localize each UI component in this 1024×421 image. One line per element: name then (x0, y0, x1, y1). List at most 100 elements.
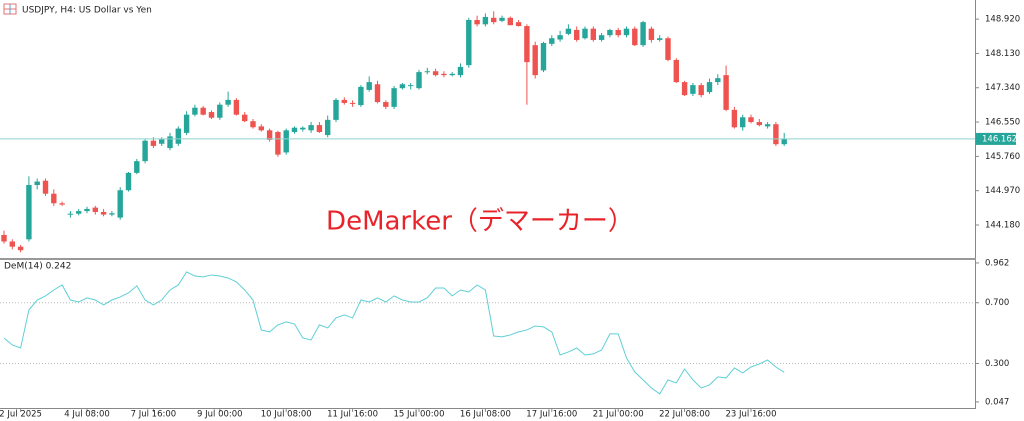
x-tick-label: 9 Jul 00:00 (197, 410, 243, 420)
candle-body (698, 85, 704, 96)
x-tick-label: 23 Jul 16:00 (726, 410, 777, 420)
candle-body (632, 28, 638, 46)
candle-body (34, 181, 40, 186)
y-tick-label: 144.970 (985, 186, 1020, 196)
candle-body (408, 85, 414, 87)
candle-body (574, 29, 580, 40)
candle-body (374, 84, 381, 103)
current-price-label: 146.162 (982, 134, 1017, 144)
candle-body (117, 190, 123, 218)
current-price-tag (976, 132, 1016, 145)
candle-body (92, 207, 98, 212)
candle-body (333, 99, 339, 120)
y-tick-label: 0.700 (985, 298, 1009, 308)
x-tick-label: 10 Jul 08:00 (261, 410, 312, 420)
candle-body (657, 38, 663, 40)
candle-body (740, 117, 746, 128)
y-tick-label: 0.962 (985, 258, 1009, 268)
candle-body (59, 203, 65, 205)
candle-body (524, 26, 530, 63)
x-tick-label: 17 Jul 16:00 (526, 410, 577, 420)
candle-body (109, 213, 115, 215)
candle-body (731, 109, 738, 128)
y-tick-label: 0.300 (985, 359, 1009, 369)
candle-body (781, 138, 787, 145)
x-tick-label: 4 Jul 08:00 (64, 410, 110, 420)
candle-body (615, 29, 621, 36)
candle-body (316, 125, 323, 133)
x-tick-label: 7 Jul 16:00 (131, 410, 177, 420)
candle-body (416, 72, 422, 89)
candle-body (283, 130, 289, 153)
candle-body (424, 71, 430, 73)
candle-body (540, 43, 547, 71)
candle-body (308, 125, 314, 131)
x-tick-label: 22 Jul 08:00 (659, 410, 710, 420)
y-tick-label: 148.920 (985, 15, 1020, 25)
candle-body (125, 172, 132, 191)
candle-body (100, 211, 107, 215)
candle-body (640, 22, 646, 46)
candle-body (391, 88, 397, 107)
candle-body (715, 78, 721, 83)
candle-body (648, 28, 655, 40)
candle-body (723, 75, 729, 110)
candle-body (690, 85, 696, 94)
candle-body (1, 234, 7, 242)
candle-body (474, 19, 480, 25)
candle-body (773, 124, 779, 145)
candle-body (291, 127, 298, 133)
candle-body (491, 17, 497, 23)
candle-body (26, 185, 32, 240)
candle-body (266, 130, 273, 140)
candle-body (764, 124, 771, 127)
candle-body (175, 128, 181, 144)
candle-body (383, 102, 389, 107)
chart-title: USDJPY, H4: US Dollar vs Yen (22, 6, 152, 16)
candle-body (349, 102, 356, 104)
y-tick-label: 144.180 (985, 220, 1020, 230)
candle-body (532, 45, 538, 76)
candle-body (565, 28, 572, 34)
candle-body (208, 112, 215, 118)
candle-body (499, 17, 505, 21)
candle-body (673, 59, 679, 83)
x-tick-label: 21 Jul 00:00 (593, 410, 644, 420)
candle-body (366, 82, 372, 90)
candle-body (507, 17, 513, 26)
candle-body (200, 107, 206, 115)
candle-body (449, 73, 455, 76)
candle-body (142, 140, 148, 162)
x-tick-label: 15 Jul 00:00 (394, 410, 445, 420)
candle-body (134, 161, 140, 173)
candle-body (217, 104, 223, 118)
candle-body (242, 114, 248, 122)
candle-body (557, 35, 563, 40)
candle-body (300, 127, 306, 130)
candle-body (549, 38, 555, 44)
candle-body (432, 71, 439, 76)
candle-body (76, 211, 82, 214)
candle-body (756, 122, 762, 126)
candle-body (457, 66, 464, 76)
candle-body (42, 180, 49, 194)
x-tick-label: 11 Jul 16:00 (327, 410, 378, 420)
candle-body (582, 28, 588, 39)
x-tick-label: 2 Jul 2025 (0, 410, 42, 420)
symbol-icon (3, 3, 17, 15)
candle-body (225, 99, 231, 105)
candle-body (515, 22, 522, 27)
candle-body (258, 126, 264, 131)
candle-body (665, 38, 671, 60)
candle-body (159, 139, 165, 144)
candle-body (233, 99, 240, 115)
x-tick-label: 16 Jul 08:00 (460, 410, 511, 420)
candle-body (167, 136, 173, 149)
candle-body (9, 241, 15, 247)
candle-body (598, 35, 605, 40)
candle-body (250, 121, 256, 128)
y-tick-label: 0.047 (985, 397, 1009, 407)
candle-body (84, 208, 90, 212)
